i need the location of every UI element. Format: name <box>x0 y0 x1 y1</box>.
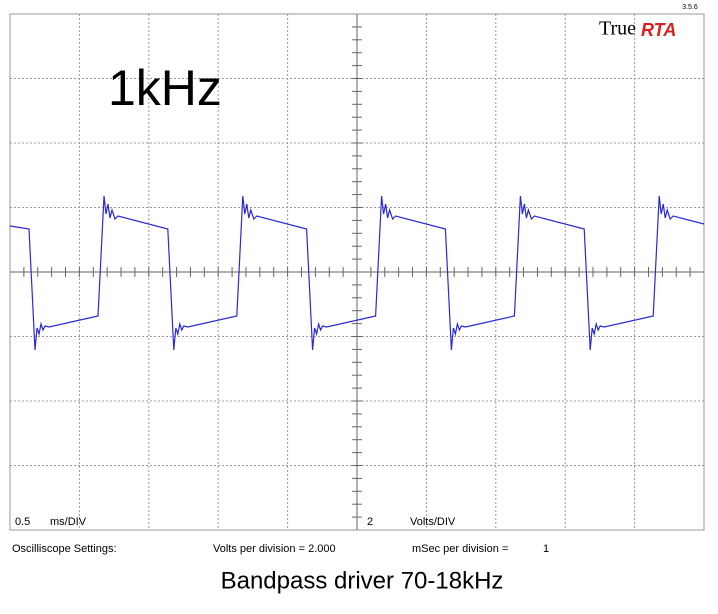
caption: Bandpass driver 70-18kHz <box>221 567 504 594</box>
plot-border <box>9 13 705 531</box>
logo-prefix: True <box>599 18 636 40</box>
volt-scale-unit: Volts/DIV <box>410 516 456 528</box>
settings-label: Oscilliscope Settings: <box>12 543 117 555</box>
msec-setting-value: 1 <box>543 543 549 555</box>
time-scale-value: 0.5 <box>15 516 30 528</box>
msec-setting-label: mSec per division = <box>412 543 508 555</box>
frequency-label: 1kHz <box>108 60 222 116</box>
version: 3.5.6 <box>682 4 698 11</box>
grid <box>10 14 704 530</box>
logo-suffix: RTA <box>641 20 676 40</box>
volt-scale-value: 2 <box>367 516 373 528</box>
time-scale-unit: ms/DIV <box>50 516 87 528</box>
waveform <box>9 195 705 351</box>
volts-setting: Volts per division = 2.000 <box>213 543 336 555</box>
